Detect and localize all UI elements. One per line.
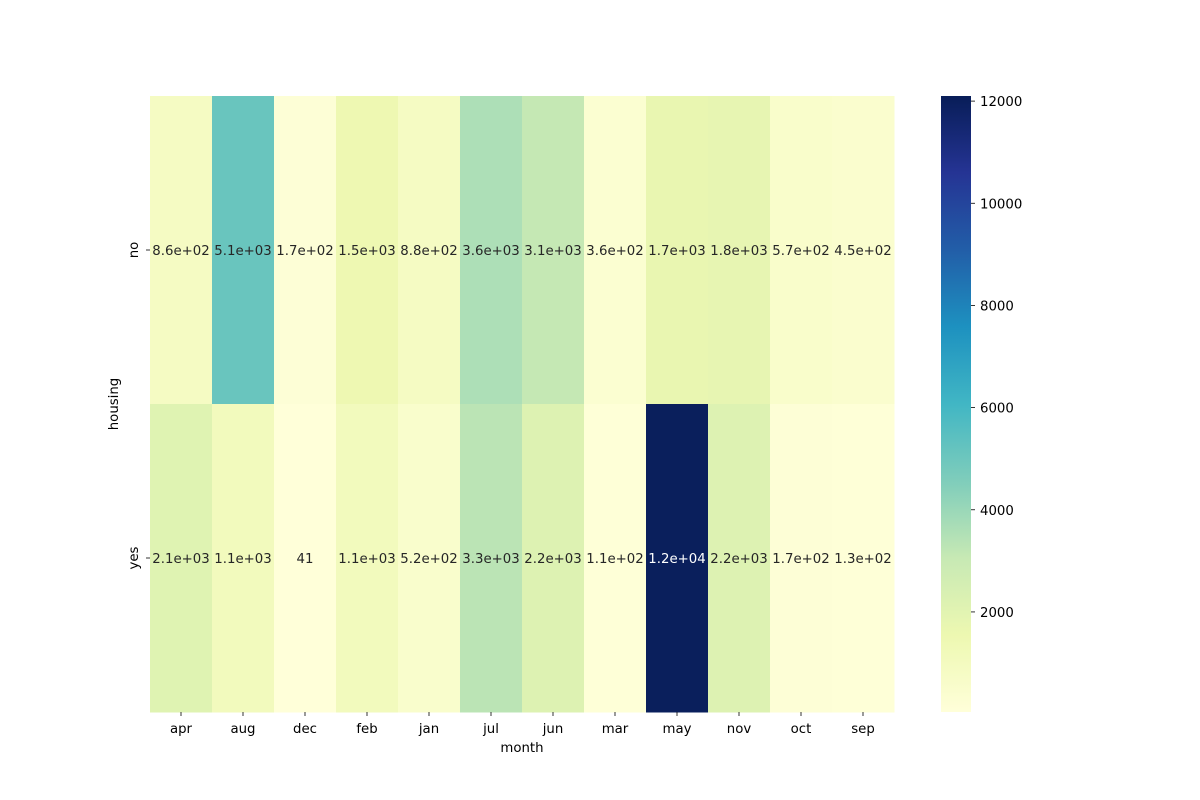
x-tick-label: jan <box>418 722 439 737</box>
cell-annotation: 5.2e+02 <box>400 552 457 567</box>
cell-annotation: 1.3e+02 <box>834 552 891 567</box>
cell-annotation: 8.6e+02 <box>152 244 209 259</box>
cell-annotation: 1.8e+03 <box>710 244 767 259</box>
cell-annotation: 4.5e+02 <box>834 244 891 259</box>
cell-annotation: 8.8e+02 <box>400 244 457 259</box>
colorbar-tick-label: 6000 <box>980 402 1014 417</box>
cell-annotation: 1.7e+02 <box>772 552 829 567</box>
x-tick-label: nov <box>727 722 752 737</box>
x-tick-label: may <box>663 722 692 737</box>
cell-annotation: 2.2e+03 <box>710 552 767 567</box>
heatmap-cell-no-apr <box>150 96 213 405</box>
colorbar: 2000 4000 6000 8000 10000 12000 <box>941 95 1022 712</box>
colorbar-tick-label: 4000 <box>980 504 1014 519</box>
cell-annotation: 1.7e+03 <box>648 244 705 259</box>
x-tick-label: dec <box>293 722 317 737</box>
heatmap-cell-no-oct <box>770 96 833 405</box>
cell-annotation: 1.1e+03 <box>214 552 271 567</box>
colorbar-tick-label: 10000 <box>980 197 1022 212</box>
heatmap-cell-yes-jul <box>460 404 523 713</box>
y-tick-label: yes <box>127 546 142 569</box>
heatmap-cell-no-jul <box>460 96 523 405</box>
colorbar-tick-label: 2000 <box>980 606 1014 621</box>
x-tick-label: jun <box>542 722 564 737</box>
cell-annotation: 1.7e+02 <box>276 244 333 259</box>
heatmap-cell-yes-jan <box>398 404 461 713</box>
heatmap-cell-no-jun <box>522 96 585 405</box>
cell-annotation: 3.1e+03 <box>524 244 581 259</box>
x-tick-label: sep <box>851 722 875 737</box>
heatmap-cells <box>150 96 895 713</box>
y-axis-label: housing <box>107 378 122 430</box>
heatmap-cell-yes-may <box>646 404 709 713</box>
cell-annotation: 1.5e+03 <box>338 244 395 259</box>
x-axis-label: month <box>500 741 543 756</box>
x-axis: apr aug dec feb jan jul jun mar may nov oct sep <box>170 712 875 737</box>
cell-annotation: 1.2e+04 <box>648 552 705 567</box>
heatmap-cell-yes-jun <box>522 404 585 713</box>
heatmap-cell-no-nov <box>708 96 771 405</box>
heatmap-cell-no-feb <box>336 96 399 405</box>
cell-annotation: 41 <box>297 552 314 567</box>
x-tick-label: oct <box>791 722 812 737</box>
cell-annotation: 1.1e+02 <box>586 552 643 567</box>
cell-annotation: 5.1e+03 <box>214 244 271 259</box>
cell-annotation: 1.1e+03 <box>338 552 395 567</box>
colorbar-gradient <box>941 96 971 712</box>
cell-annotation: 3.6e+03 <box>462 244 519 259</box>
y-tick-label: no <box>127 242 142 259</box>
heatmap-cell-yes-sep <box>832 404 895 713</box>
cell-annotation: 3.3e+03 <box>462 552 519 567</box>
heatmap-cell-no-sep <box>832 96 895 405</box>
colorbar-tick-label: 8000 <box>980 299 1014 314</box>
heatmap-cell-no-dec <box>274 96 337 405</box>
colorbar-tick-label: 12000 <box>980 95 1022 110</box>
x-tick-label: apr <box>170 722 193 737</box>
heatmap-cell-yes-mar <box>584 404 647 713</box>
heatmap-cell-yes-nov <box>708 404 771 713</box>
heatmap-cell-no-may <box>646 96 709 405</box>
heatmap-cell-yes-dec <box>274 404 337 713</box>
x-tick-label: aug <box>230 722 255 737</box>
y-axis: no yes <box>127 242 150 569</box>
heatmap-cell-no-mar <box>584 96 647 405</box>
heatmap-cell-yes-oct <box>770 404 833 713</box>
x-tick-label: feb <box>356 722 377 737</box>
x-tick-label: mar <box>602 722 629 737</box>
cell-annotation: 5.7e+02 <box>772 244 829 259</box>
cell-annotation: 2.1e+03 <box>152 552 209 567</box>
heatmap-cell-no-jan <box>398 96 461 405</box>
heatmap-cell-labels: 8.6e+02 5.1e+03 1.7e+02 1.5e+03 8.8e+02 3.6e+… <box>152 244 891 567</box>
heatmap-cell-yes-aug <box>212 404 275 713</box>
cell-annotation: 2.2e+03 <box>524 552 581 567</box>
cell-annotation: 3.6e+02 <box>586 244 643 259</box>
x-tick-label: jul <box>482 722 499 737</box>
heatmap-cell-yes-apr <box>150 404 213 713</box>
heatmap-cell-no-aug <box>212 96 275 405</box>
heatmap-cell-yes-feb <box>336 404 399 713</box>
